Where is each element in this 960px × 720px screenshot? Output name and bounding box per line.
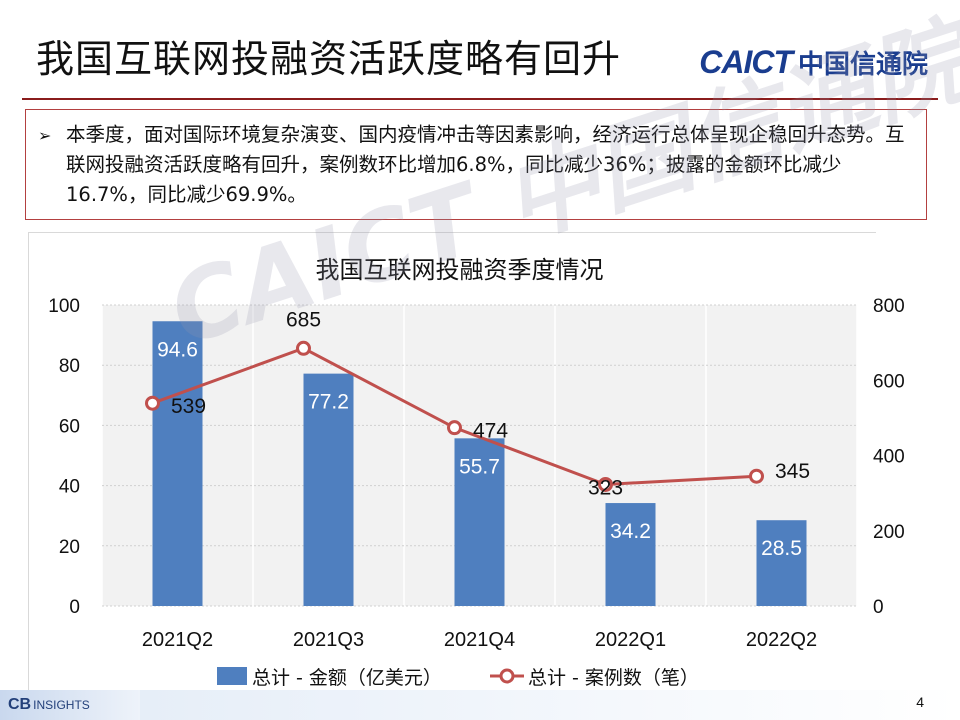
line-data-label: 474 [473, 420, 508, 443]
bar-data-label: 28.5 [761, 537, 802, 560]
legend-swatch-point [499, 668, 515, 684]
bullet-arrow-icon: ➢ [38, 126, 52, 145]
bar-amount [756, 520, 807, 606]
chart-title: 我国互联网投融资季度情况 [316, 256, 604, 284]
y-left-tick-label: 0 [69, 597, 80, 618]
bar-amount [454, 438, 505, 606]
y-left-tick-label: 80 [59, 356, 80, 377]
line-point [296, 340, 311, 356]
line-data-label: 323 [588, 476, 623, 499]
y-right-tick-label: 400 [873, 447, 905, 468]
y-left-tick-label: 20 [59, 537, 80, 558]
caict-logo: CAICT 中国信通院 [699, 44, 928, 81]
logo-cn-text: 中国信通院 [797, 50, 928, 80]
bar-amount [605, 503, 656, 606]
legend-label-line: 总计 - 案例数（笔） [528, 667, 699, 689]
cb-brand: CB [8, 696, 32, 713]
line-point [598, 476, 613, 492]
legend-swatch-bar [217, 667, 247, 685]
cb-brand-sub: INSIGHTS [33, 698, 90, 712]
line-data-label: 539 [171, 395, 206, 418]
y-left-tick-label: 40 [59, 477, 80, 498]
page-number: 4 [916, 694, 924, 710]
page-title: 我国互联网投融资活跃度略有回升 [36, 37, 622, 81]
line-point [749, 468, 764, 484]
bar-amount [303, 373, 354, 606]
x-tick-label: 2022Q1 [595, 629, 666, 651]
chart-frame [28, 232, 876, 720]
x-tick-label: 2021Q3 [293, 629, 364, 651]
y-left-tick-label: 60 [59, 416, 80, 437]
y-right-tick-label: 0 [873, 597, 884, 618]
y-right-tick-label: 800 [873, 296, 905, 317]
footer-bar [140, 690, 960, 720]
line-point [447, 420, 462, 436]
summary-callout: ➢ 本季度，面对国际环境复杂演变、国内疫情冲击等因素影响，经济运行总体呈现企稳回… [25, 109, 927, 220]
y-right-tick-label: 200 [873, 522, 905, 543]
x-tick-label: 2021Q4 [444, 629, 515, 651]
bar-data-label: 77.2 [308, 391, 349, 414]
line-data-label: 685 [286, 308, 321, 331]
y-right-tick-label: 600 [873, 371, 905, 392]
bar-data-label: 34.2 [610, 520, 651, 543]
bar-data-label: 55.7 [459, 455, 500, 478]
bar-data-label: 94.6 [157, 338, 198, 361]
summary-text: 本季度，面对国际环境复杂演变、国内疫情冲击等因素影响，经济运行总体呈现企稳回升态… [66, 123, 905, 206]
legend-label-bar: 总计 - 金额（亿美元） [252, 667, 442, 689]
line-data-label: 345 [775, 460, 810, 483]
line-point [145, 395, 160, 411]
cbinsights-logo: CB INSIGHTS [0, 690, 140, 720]
header-divider [22, 98, 938, 100]
x-tick-label: 2022Q2 [746, 629, 817, 651]
y-left-tick-label: 100 [48, 296, 80, 317]
logo-en-text: CAICT [699, 44, 793, 80]
bar-amount [152, 321, 203, 606]
x-tick-label: 2021Q2 [142, 629, 213, 651]
